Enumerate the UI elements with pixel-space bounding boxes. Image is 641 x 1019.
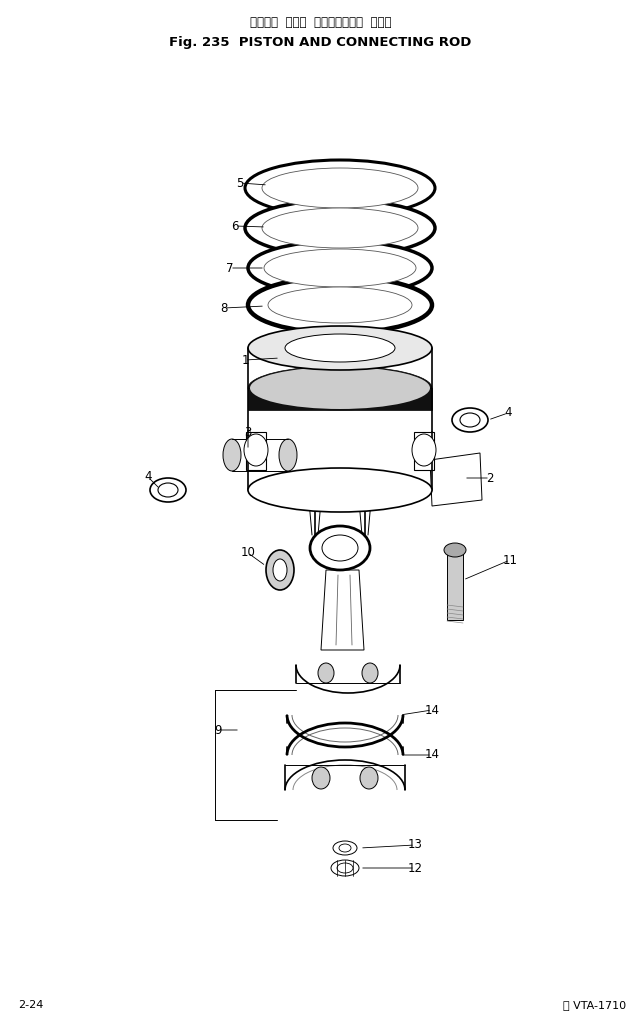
- Ellipse shape: [360, 767, 378, 789]
- Ellipse shape: [248, 468, 432, 512]
- Text: 14: 14: [424, 749, 440, 761]
- Ellipse shape: [268, 287, 412, 323]
- Ellipse shape: [460, 413, 480, 427]
- Ellipse shape: [250, 367, 430, 409]
- Ellipse shape: [452, 408, 488, 432]
- Text: 3: 3: [244, 426, 252, 438]
- Ellipse shape: [248, 277, 432, 333]
- Ellipse shape: [264, 249, 416, 287]
- Ellipse shape: [279, 439, 297, 471]
- Ellipse shape: [337, 863, 353, 873]
- Text: 8: 8: [221, 302, 228, 315]
- Text: 12: 12: [408, 861, 422, 874]
- Ellipse shape: [223, 439, 241, 471]
- Text: ⓘ VTA-1710: ⓘ VTA-1710: [563, 1000, 626, 1010]
- Text: Fig. 235  PISTON AND CONNECTING ROD: Fig. 235 PISTON AND CONNECTING ROD: [169, 36, 472, 49]
- Polygon shape: [248, 388, 432, 410]
- Ellipse shape: [412, 434, 436, 466]
- Polygon shape: [430, 453, 482, 506]
- Ellipse shape: [285, 334, 395, 362]
- Ellipse shape: [318, 663, 334, 683]
- Text: ピストン  および  コネクティング  ロッド: ピストン および コネクティング ロッド: [250, 15, 391, 29]
- Text: 4: 4: [504, 407, 512, 420]
- Text: 2: 2: [487, 472, 494, 484]
- Text: 1: 1: [241, 354, 249, 367]
- Text: 7: 7: [226, 262, 234, 274]
- Ellipse shape: [248, 242, 432, 294]
- Polygon shape: [414, 432, 434, 470]
- Ellipse shape: [266, 550, 294, 590]
- Ellipse shape: [322, 535, 358, 561]
- Text: 6: 6: [231, 219, 238, 232]
- Ellipse shape: [248, 366, 432, 410]
- Ellipse shape: [244, 434, 268, 466]
- Text: 10: 10: [240, 546, 255, 559]
- Text: 9: 9: [214, 723, 222, 737]
- Polygon shape: [447, 550, 463, 620]
- Text: 14: 14: [424, 703, 440, 716]
- Ellipse shape: [248, 326, 432, 370]
- Text: 11: 11: [503, 553, 517, 567]
- Ellipse shape: [262, 208, 418, 248]
- Ellipse shape: [262, 168, 418, 208]
- Ellipse shape: [444, 543, 466, 557]
- Ellipse shape: [310, 526, 370, 570]
- Ellipse shape: [312, 767, 330, 789]
- Ellipse shape: [339, 844, 351, 852]
- Text: 5: 5: [237, 176, 244, 190]
- Text: 2-24: 2-24: [18, 1000, 44, 1010]
- Ellipse shape: [245, 200, 435, 256]
- Ellipse shape: [273, 559, 287, 581]
- Ellipse shape: [150, 478, 186, 502]
- Text: 4: 4: [144, 471, 152, 483]
- Ellipse shape: [245, 160, 435, 216]
- Polygon shape: [321, 570, 364, 650]
- Ellipse shape: [331, 860, 359, 876]
- Ellipse shape: [362, 663, 378, 683]
- Text: 13: 13: [408, 839, 422, 852]
- Polygon shape: [246, 432, 266, 470]
- Ellipse shape: [158, 483, 178, 497]
- Ellipse shape: [333, 841, 357, 855]
